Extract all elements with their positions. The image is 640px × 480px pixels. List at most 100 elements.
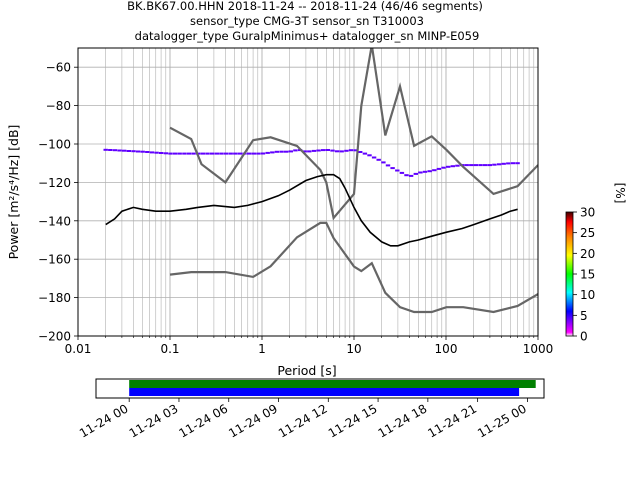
outlier-cell (390, 167, 395, 170)
outlier-cell (256, 152, 261, 155)
plot-frame (77, 47, 539, 337)
outlier-cell (214, 152, 219, 155)
outlier-cell (487, 164, 492, 167)
y-tick-label: −80 (46, 99, 71, 113)
timeline-bars (129, 380, 536, 396)
outlier-cell (182, 152, 187, 155)
colorbar-label: [%] (613, 183, 627, 204)
outlier-cell (177, 152, 182, 155)
outlier-cell (450, 165, 455, 168)
outlier-cell (496, 163, 502, 166)
plot-background (78, 48, 538, 336)
outlier-cell (228, 152, 233, 155)
mean-curve (105, 173, 518, 247)
outlier-cell (219, 152, 224, 155)
outlier-cell (288, 150, 293, 153)
outlier-cell (131, 150, 136, 153)
timeline-tick-label: 11-24 06 (177, 401, 231, 440)
outlier-cell (381, 161, 386, 164)
x-tick-label: 100 (435, 342, 458, 356)
outlier-cell (233, 152, 238, 155)
outlier-cell (108, 149, 113, 151)
y-tick-label: −120 (38, 176, 71, 190)
x-tick-label: 1000 (523, 342, 554, 356)
outlier-cell (200, 152, 206, 155)
x-axis-label: Period [s] (277, 363, 336, 378)
y-tick-label: −180 (38, 291, 71, 305)
x-tick-label: 1 (258, 342, 266, 356)
colorbar-tick-label: 15 (580, 268, 595, 282)
outlier-cell (348, 149, 354, 152)
outlier-cell (478, 164, 483, 167)
outlier-cell (163, 152, 169, 155)
outlier-cell (395, 169, 400, 172)
outlier-cell (367, 154, 372, 157)
outlier-cell (279, 150, 284, 153)
outlier-cell (112, 149, 118, 152)
outlier-cell (515, 162, 520, 165)
outlier-cell (427, 170, 432, 173)
colorbar-tick-label: 25 (580, 226, 595, 240)
outlier-cell (334, 150, 340, 153)
outlier-cell (404, 174, 409, 177)
outlier-cell (330, 149, 335, 152)
outlier-cell (159, 152, 164, 154)
outlier-cell (168, 152, 173, 155)
outlier-cell (293, 149, 298, 152)
outlier-cell (237, 152, 243, 155)
outlier-cell (418, 171, 423, 174)
outlier-cell (501, 162, 506, 165)
outlier-cell (103, 148, 108, 151)
y-axis-label: Power [m²/s⁴/Hz] [dB] (6, 125, 21, 260)
outlier-cell (408, 174, 414, 177)
outlier-cell (316, 149, 321, 152)
high-noise-model-line (169, 48, 538, 221)
mean-power-line (105, 173, 518, 247)
x-tick-label: 10 (346, 342, 361, 356)
y-tick-label: −160 (38, 253, 71, 267)
outlier-cell (321, 149, 326, 152)
outlier-cell (469, 164, 474, 167)
outlier-cell (385, 164, 391, 167)
outlier-cell (506, 162, 511, 165)
title-line-3: datalogger_type GuralpMinimus+ datalogge… (135, 29, 480, 43)
outlier-cell (145, 151, 150, 153)
outlier-cell (265, 151, 270, 154)
outlier-cell (492, 163, 497, 166)
outlier-cell (191, 152, 196, 155)
outlier-cell (117, 149, 122, 152)
outlier-cell (441, 166, 446, 169)
outlier-cell (510, 162, 516, 165)
outlier-cell (413, 172, 418, 175)
timeline-tick-label: 11-24 15 (326, 401, 380, 440)
colorbar-gradient (565, 211, 574, 337)
outlier-cell (274, 150, 280, 153)
colorbar-tick-label: 30 (580, 206, 595, 220)
outlier-cell (126, 150, 131, 152)
outlier-cell (399, 171, 405, 174)
colorbar-tick-label: 5 (580, 309, 588, 323)
timeline-tick-label: 11-24 03 (127, 401, 181, 440)
outlier-cell (358, 151, 363, 153)
outlier-cell (307, 150, 312, 153)
outlier-cell (186, 152, 192, 155)
outlier-cell (464, 164, 469, 167)
outlier-cell (473, 164, 479, 167)
timeline-tick-label: 11-24 00 (77, 401, 131, 440)
y-tick-label: −200 (38, 330, 71, 344)
outlier-cell (154, 151, 159, 154)
outlier-cell (284, 150, 289, 153)
outlier-cell (260, 152, 266, 155)
outlier-cell (344, 149, 349, 152)
colorbar-tick-label: 0 (580, 330, 588, 344)
low-noise-model-line (169, 221, 538, 314)
colorbar-tick-label: 10 (580, 288, 595, 302)
outlier-cell (122, 149, 127, 152)
colorbar-ticks: 0 5 10 15 20 25 30 (573, 206, 595, 344)
outlier-cell (172, 152, 178, 155)
x-axis-ticks: 0.01 0.1 1 10 100 1000 (65, 336, 554, 356)
x-tick-label: 0.1 (160, 342, 179, 356)
outlier-cell (140, 150, 145, 153)
